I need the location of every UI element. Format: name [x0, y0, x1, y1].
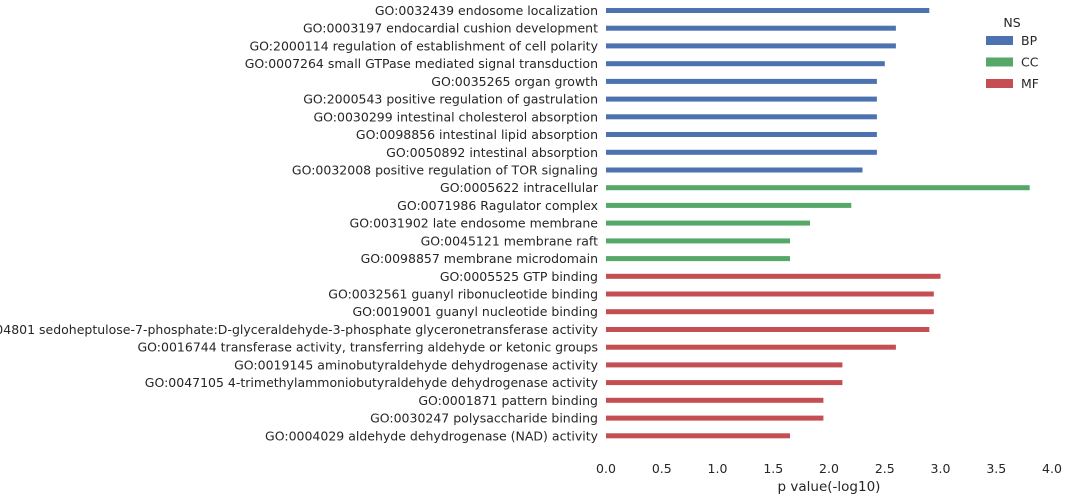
- bar-go-0005525: [606, 273, 941, 279]
- category-label: GO:0004029 aldehyde dehydrogenase (NAD) …: [265, 428, 599, 443]
- legend-label-bp: BP: [1021, 33, 1038, 48]
- category-label: GO:0004801 sedoheptulose-7-phosphate:D-g…: [0, 322, 599, 337]
- x-tick-label: 2.5: [875, 461, 895, 476]
- bar-go-0045121: [606, 238, 790, 244]
- x-axis-title: p value(-log10): [778, 479, 881, 495]
- bar-go-0032561: [606, 291, 934, 297]
- category-label: GO:0030299 intestinal cholesterol absorp…: [313, 109, 598, 124]
- category-label: GO:0019145 aminobutyraldehyde dehydrogen…: [234, 357, 598, 372]
- x-tick-label: 3.0: [931, 461, 951, 476]
- bar-go-0005622: [606, 185, 1030, 191]
- legend-swatch-bp: [986, 36, 1013, 45]
- bar-go-0016744: [606, 344, 896, 350]
- bar-go-0004029: [606, 433, 790, 439]
- category-label: GO:0005525 GTP binding: [440, 269, 598, 284]
- bar-go-0032008: [606, 167, 863, 173]
- legend-swatch-cc: [986, 57, 1013, 67]
- bar-go-2000114: [606, 43, 896, 49]
- legend-label-cc: CC: [1021, 55, 1039, 70]
- category-label: GO:2000114 regulation of establishment o…: [249, 38, 598, 53]
- category-label: GO:0003197 endocardial cushion developme…: [303, 21, 598, 36]
- bar-go-0030299: [606, 114, 877, 120]
- category-label: GO:0035265 organ growth: [431, 74, 598, 89]
- category-label: GO:0032561 guanyl ribonucleotide binding: [328, 287, 598, 302]
- legend-title: NS: [1003, 15, 1020, 30]
- x-tick-label: 0.0: [596, 461, 616, 476]
- x-tick-label: 3.5: [986, 461, 1006, 476]
- x-tick-label: 1.0: [708, 461, 728, 476]
- category-label: GO:0071986 Ragulator complex: [397, 198, 598, 213]
- bar-go-2000543: [606, 96, 877, 102]
- category-labels-group: GO:0032439 endosome localization GO:00031…: [0, 3, 599, 443]
- category-label: GO:2000543 positive regulation of gastru…: [303, 92, 598, 107]
- bar-go-0007264: [606, 61, 885, 67]
- x-tick-label: 2.0: [819, 461, 839, 476]
- x-tick-labels-group: 0.0 0.5 1.0 1.5 2.0 2.5 3.0 3.5 4.0: [596, 461, 1062, 476]
- category-label: GO:0032439 endosome localization: [375, 3, 598, 18]
- bar-go-0071986: [606, 202, 852, 208]
- bar-go-0032439: [606, 8, 930, 13]
- bar-go-0098857: [606, 256, 790, 262]
- legend-label-mf: MF: [1021, 76, 1039, 91]
- bars-group: [606, 8, 1030, 439]
- category-label: GO:0031902 late endosome membrane: [350, 216, 599, 231]
- category-label: GO:0019001 guanyl nucleotide binding: [352, 304, 598, 319]
- bar-go-0019145: [606, 362, 843, 368]
- category-label: GO:0032008 positive regulation of TOR si…: [292, 163, 598, 178]
- category-label: GO:0001871 pattern binding: [418, 393, 598, 408]
- legend: NS BP CC MF: [986, 15, 1039, 91]
- x-tick-label: 1.5: [763, 461, 783, 476]
- bar-go-0035265: [606, 78, 877, 84]
- category-label: GO:0098857 membrane microdomain: [361, 251, 598, 266]
- legend-swatch-mf: [986, 79, 1013, 88]
- category-label: GO:0050892 intestinal absorption: [386, 145, 598, 160]
- category-label: GO:0030247 polysaccharide binding: [370, 411, 598, 426]
- bar-go-0004801: [606, 327, 930, 332]
- category-label: GO:0005622 intracellular: [440, 180, 599, 195]
- category-label: GO:0098856 intestinal lipid absorption: [356, 127, 598, 142]
- bar-go-0001871: [606, 397, 824, 403]
- bar-go-0003197: [606, 25, 896, 31]
- bar-go-0050892: [606, 149, 877, 155]
- bar-go-0047105: [606, 380, 843, 386]
- x-tick-label: 0.5: [652, 461, 672, 476]
- category-label: GO:0016744 transferase activity, transfe…: [138, 340, 599, 355]
- bar-go-0098856: [606, 132, 877, 137]
- bar-go-0031902: [606, 220, 810, 226]
- category-label: GO:0047105 4-trimethylammoniobutyraldehy…: [145, 375, 599, 390]
- bar-go-0030247: [606, 415, 824, 421]
- x-tick-label: 4.0: [1042, 461, 1062, 476]
- category-label: GO:0007264 small GTPase mediated signal …: [245, 56, 598, 71]
- category-label: GO:0045121 membrane raft: [421, 233, 599, 248]
- bar-go-0019001: [606, 309, 934, 315]
